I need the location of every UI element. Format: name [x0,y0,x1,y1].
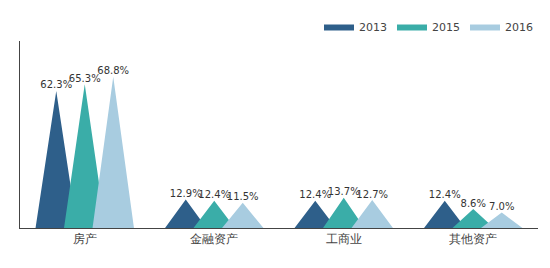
svg-text:2016: 2016 [505,21,533,34]
svg-text:12.7%: 12.7% [356,189,388,200]
svg-text:12.9%: 12.9% [170,188,202,199]
svg-text:65.3%: 65.3% [69,73,101,84]
svg-text:8.6%: 8.6% [461,198,486,209]
svg-text:13.7%: 13.7% [328,186,360,197]
svg-text:工商业: 工商业 [326,232,362,246]
svg-text:12.4%: 12.4% [299,189,331,200]
svg-text:房产: 房产 [73,232,97,246]
svg-text:68.8%: 68.8% [97,65,129,76]
svg-text:7.0%: 7.0% [489,201,514,212]
svg-text:2015: 2015 [432,21,460,34]
svg-text:12.4%: 12.4% [429,189,461,200]
svg-text:2013: 2013 [359,21,387,34]
svg-text:11.5%: 11.5% [227,191,259,202]
svg-text:12.4%: 12.4% [198,189,230,200]
svg-text:金融资产: 金融资产 [190,232,238,246]
svg-text:62.3%: 62.3% [40,79,72,90]
svg-text:其他资产: 其他资产 [449,232,497,246]
